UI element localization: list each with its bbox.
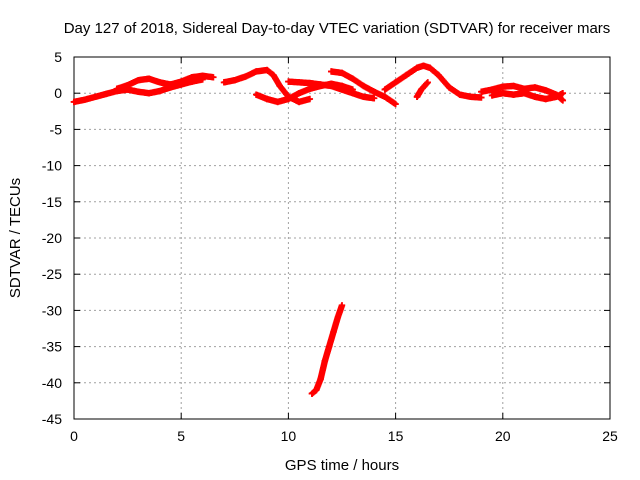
x-tick-label: 5	[177, 428, 185, 444]
data-point	[306, 95, 314, 103]
y-axis-label: SDTVAR / TECUs	[7, 178, 24, 298]
y-tick-label: -45	[42, 411, 62, 427]
y-tick-label: -15	[42, 194, 62, 210]
x-tick-label: 0	[70, 428, 78, 444]
y-tick-label: -30	[42, 302, 62, 318]
data-point	[424, 79, 431, 86]
data-point	[338, 302, 346, 309]
y-tick-label: 0	[54, 85, 62, 101]
y-tick-label: -10	[42, 158, 62, 174]
chart-title: Day 127 of 2018, Sidereal Day-to-day VTE…	[64, 20, 611, 37]
y-tick-label: -5	[50, 121, 63, 137]
axis-ticks: 0 5 10 15 20 25 5 0 -5 -10 -15 -20 -25 -30 -35 -40 -45	[42, 49, 618, 444]
data-point	[559, 90, 567, 97]
y-tick-label: -40	[42, 375, 62, 391]
y-tick-label: -20	[42, 230, 62, 246]
trace-late-d	[488, 90, 567, 103]
trace-early-high	[113, 72, 217, 93]
x-axis-label: GPS time / hours	[285, 457, 399, 474]
x-tick-label: 20	[495, 428, 511, 444]
trace-late-b	[413, 79, 431, 101]
x-tick-label: 25	[602, 428, 618, 444]
trace-mid-a	[220, 66, 314, 106]
trace-mid-d	[328, 68, 399, 108]
data-point	[370, 95, 378, 102]
trace-mid-c	[285, 78, 378, 102]
trace-late-a	[381, 62, 485, 101]
y-tick-label: -25	[42, 266, 62, 282]
x-tick-label: 15	[388, 428, 404, 444]
data-points	[70, 62, 567, 397]
y-tick-label: -35	[42, 339, 62, 355]
data-point	[210, 74, 217, 81]
y-tick-label: 5	[54, 49, 62, 65]
data-point	[478, 94, 485, 101]
data-point	[392, 100, 399, 108]
data-point	[559, 97, 567, 104]
trace-dropout	[308, 302, 346, 397]
x-tick-label: 10	[281, 428, 297, 444]
